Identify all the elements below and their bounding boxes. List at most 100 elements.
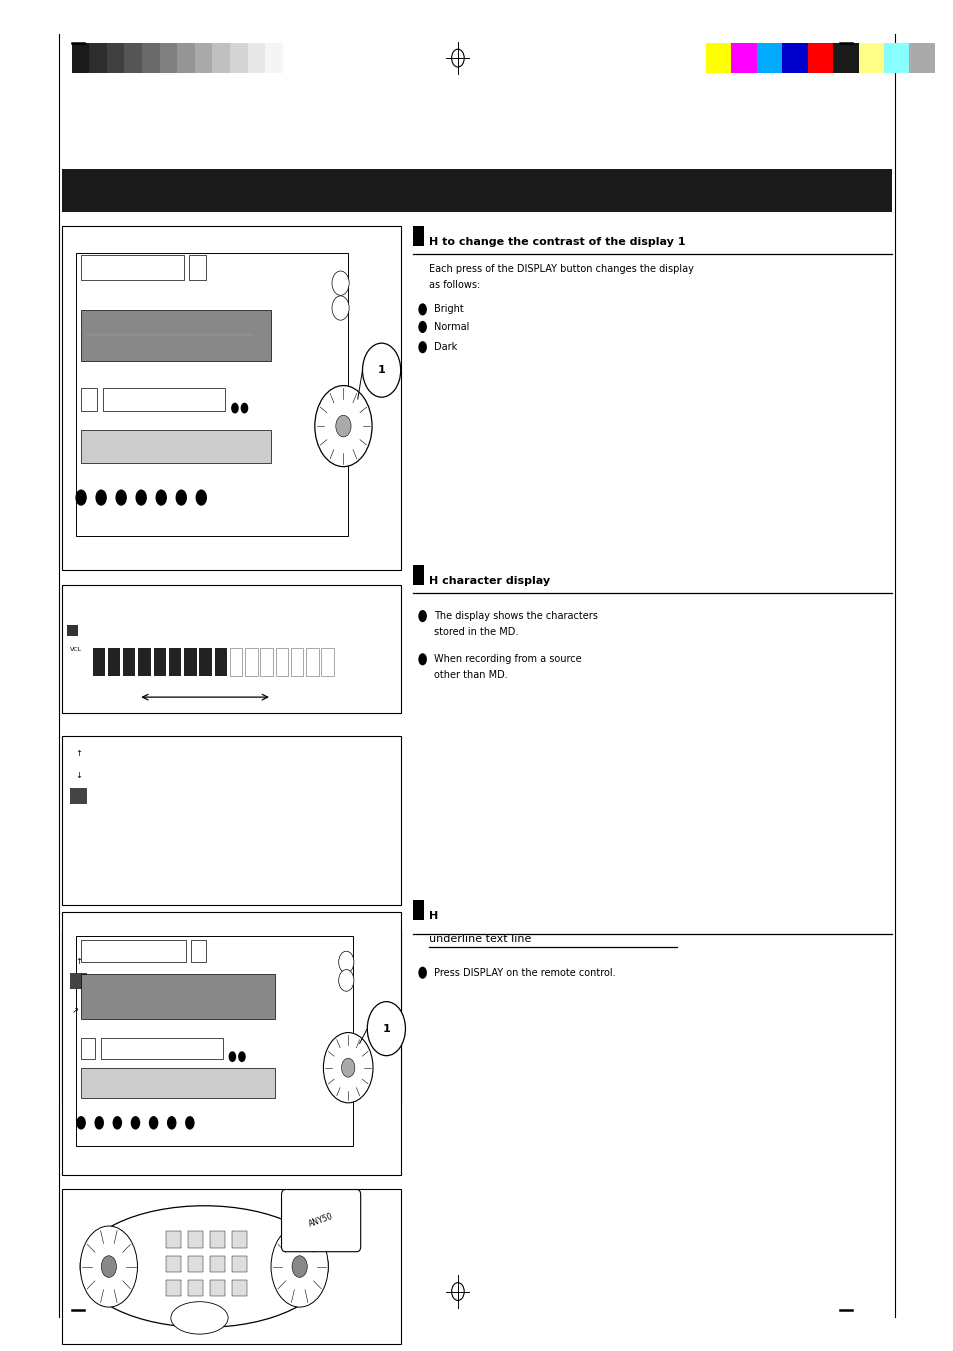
Bar (81, 974, 274, 1020)
Text: underline text line: underline text line (429, 934, 531, 944)
Circle shape (367, 1001, 405, 1055)
Bar (108, 648, 120, 676)
Bar (807, 43, 832, 73)
Circle shape (417, 322, 427, 334)
Bar (62, 932, 400, 1101)
Circle shape (76, 1116, 86, 1129)
Bar (188, 1256, 203, 1273)
Bar (81, 388, 97, 411)
Circle shape (240, 403, 248, 413)
Bar (245, 648, 257, 676)
Bar (756, 43, 781, 73)
Bar (103, 388, 225, 411)
Bar (62, 585, 400, 713)
Bar (159, 43, 177, 73)
Circle shape (271, 1227, 328, 1308)
Bar (260, 648, 273, 676)
Bar (413, 226, 423, 246)
Bar (413, 565, 423, 585)
Circle shape (185, 1116, 194, 1129)
Bar (232, 1256, 247, 1273)
Circle shape (101, 1256, 116, 1278)
Bar (81, 255, 184, 280)
Text: stored in the MD.: stored in the MD. (434, 627, 517, 638)
Bar (71, 43, 89, 73)
Bar (188, 1281, 203, 1297)
Circle shape (167, 1116, 176, 1129)
Text: Normal: Normal (434, 322, 469, 332)
Bar (210, 1281, 225, 1297)
Bar (283, 43, 300, 73)
Bar (199, 648, 212, 676)
Circle shape (338, 951, 354, 973)
Text: 1: 1 (377, 365, 385, 376)
Circle shape (131, 1116, 140, 1129)
Circle shape (417, 609, 427, 621)
Text: H to change the contrast of the display 1: H to change the contrast of the display … (429, 236, 685, 247)
Text: 1: 1 (382, 1024, 390, 1034)
Bar (210, 1256, 225, 1273)
Bar (413, 900, 423, 920)
Bar (166, 1281, 181, 1297)
Bar (858, 43, 883, 73)
Bar (76, 253, 348, 536)
Bar (62, 912, 400, 1175)
Bar (213, 43, 230, 73)
Circle shape (417, 654, 427, 666)
Circle shape (332, 296, 349, 320)
Text: The display shows the characters: The display shows the characters (434, 611, 598, 621)
Bar (189, 255, 206, 280)
Bar (81, 1038, 95, 1059)
Bar (188, 1232, 203, 1248)
Bar (265, 43, 283, 73)
Circle shape (80, 1227, 137, 1308)
Text: ↑: ↑ (75, 750, 82, 758)
Ellipse shape (80, 1206, 328, 1327)
Bar (81, 940, 186, 962)
Bar (81, 430, 271, 463)
Bar (153, 648, 166, 676)
Circle shape (175, 489, 187, 505)
Text: H character display: H character display (429, 576, 550, 586)
Bar (142, 43, 159, 73)
Bar (70, 788, 87, 804)
Bar (62, 1189, 400, 1344)
Text: ↓: ↓ (75, 771, 82, 780)
Circle shape (292, 1256, 307, 1278)
Bar (191, 940, 206, 962)
Bar (138, 648, 151, 676)
Text: as follows:: as follows: (429, 280, 480, 290)
FancyBboxPatch shape (281, 1190, 360, 1251)
Circle shape (332, 272, 349, 296)
Bar (70, 973, 87, 989)
Circle shape (335, 415, 351, 436)
Circle shape (155, 489, 167, 505)
Text: ↗: ↗ (71, 1006, 78, 1015)
Circle shape (229, 1051, 236, 1062)
Bar (232, 1232, 247, 1248)
Bar (166, 1232, 181, 1248)
Circle shape (112, 1116, 122, 1129)
Bar (124, 43, 142, 73)
Circle shape (362, 343, 400, 397)
Bar (81, 1067, 274, 1097)
Bar (832, 43, 858, 73)
Bar (81, 309, 271, 361)
Bar (169, 648, 181, 676)
Bar (194, 43, 213, 73)
Bar (62, 736, 400, 905)
Bar (107, 43, 124, 73)
Bar (76, 936, 353, 1146)
Bar (123, 648, 135, 676)
Text: H: H (429, 911, 438, 921)
Bar (67, 626, 78, 636)
Bar (177, 43, 194, 73)
Text: other than MD.: other than MD. (434, 670, 507, 681)
Text: VCL: VCL (70, 647, 82, 651)
Ellipse shape (171, 1302, 228, 1335)
Bar (230, 43, 248, 73)
Circle shape (417, 303, 427, 316)
Bar (184, 648, 196, 676)
Bar (89, 43, 107, 73)
Circle shape (338, 970, 354, 992)
